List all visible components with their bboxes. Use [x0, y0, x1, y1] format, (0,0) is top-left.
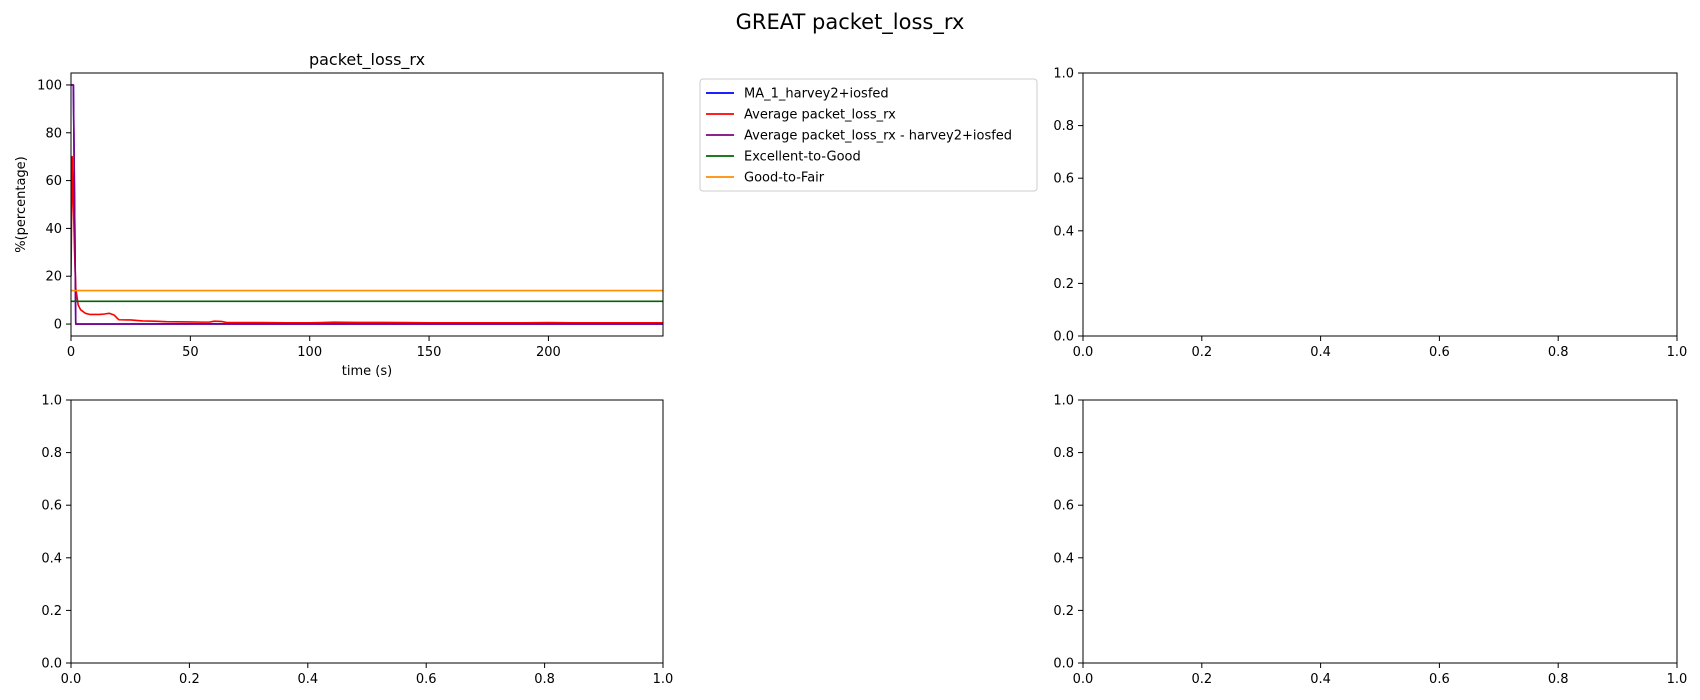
y-tick-label: 0.0 [41, 657, 62, 672]
x-tick-label: 0.8 [534, 672, 555, 687]
subplot-1: 0 50 100 150 200 0 20 40 60 80 100 packet_loss_rxti… [14, 50, 1038, 379]
x-tick-label: 1.0 [1667, 672, 1688, 687]
x-tick-label: 150 [417, 345, 442, 360]
x-tick-label: 0.8 [1548, 345, 1569, 360]
figure-suptitle: GREAT packet_loss_rx [736, 10, 965, 35]
legend: MA_1_harvey2+iosfed Average packet_loss_r… [699, 78, 1038, 192]
y-tick-label: 0 [54, 318, 62, 333]
x-tick-label: 0 [67, 345, 75, 360]
x-tick-label: 200 [536, 345, 561, 360]
x-tick-label: 0.6 [1429, 672, 1450, 687]
y-tick-label: 0.2 [41, 604, 62, 619]
axes-frame [70, 72, 664, 337]
x-axis-label: time (s) [342, 364, 392, 379]
y-tick-label: 0.2 [1053, 277, 1074, 292]
y-tick-label: 60 [45, 174, 62, 189]
x-tick-label: 0.0 [1073, 345, 1094, 360]
y-tick-label: 0.8 [1053, 119, 1074, 134]
legend-entry: MA_1_harvey2+iosfed [744, 87, 889, 102]
axes-frame [1082, 72, 1678, 337]
y-tick-label: 40 [45, 222, 62, 237]
legend-entry: Average packet_loss_rx [744, 108, 896, 123]
legend-frame [699, 78, 1038, 192]
axes-frame [1082, 399, 1678, 664]
y-tick-label: 0.8 [41, 446, 62, 461]
legend-entry: Excellent-to-Good [744, 150, 861, 165]
x-tick-label: 0.6 [1429, 345, 1450, 360]
subplot-2: 0.0 0.2 0.4 0.6 0.8 1.0 0.0 0.2 0.4 0.6 0.8 1.0 [1053, 67, 1687, 361]
y-axis-label: %(percentage) [14, 156, 29, 253]
x-tick-label: 50 [182, 345, 199, 360]
x-tick-label: 0.4 [1310, 345, 1331, 360]
x-tick-label: 0.2 [1191, 345, 1212, 360]
y-tick-label: 0.2 [1053, 604, 1074, 619]
x-tick-label: 0.2 [1191, 672, 1212, 687]
x-tick-label: 1.0 [653, 672, 674, 687]
x-tick-label: 1.0 [1667, 345, 1688, 360]
subplot-title: packet_loss_rx [309, 50, 425, 70]
y-tick-label: 0.6 [1053, 172, 1074, 187]
y-tick-label: 0.6 [41, 499, 62, 514]
y-tick-label: 0.4 [1053, 551, 1074, 566]
y-tick-label: 1.0 [1053, 67, 1074, 82]
x-tick-label: 0.2 [179, 672, 200, 687]
series-line-3 [71, 84, 663, 325]
y-tick-label: 0.8 [1053, 446, 1074, 461]
x-tick-label: 0.8 [1548, 672, 1569, 687]
y-tick-label: 20 [45, 270, 62, 285]
y-tick-label: 100 [37, 78, 62, 93]
y-tick-label: 0.4 [41, 551, 62, 566]
x-tick-label: 0.4 [1310, 672, 1331, 687]
x-tick-label: 100 [297, 345, 322, 360]
y-tick-label: 1.0 [41, 394, 62, 409]
y-tick-label: 0.0 [1053, 330, 1074, 345]
x-tick-label: 0.0 [61, 672, 82, 687]
x-tick-label: 0.4 [297, 672, 318, 687]
y-tick-label: 0.0 [1053, 657, 1074, 672]
legend-entry: Good-to-Fair [744, 171, 825, 186]
x-tick-label: 0.0 [1073, 672, 1094, 687]
y-tick-label: 80 [45, 126, 62, 141]
series-line-2 [71, 155, 663, 324]
legend-entry: Average packet_loss_rx - harvey2+iosfed [744, 129, 1012, 144]
x-tick-label: 0.6 [416, 672, 437, 687]
y-tick-label: 0.6 [1053, 499, 1074, 514]
subplot-4: 0.0 0.2 0.4 0.6 0.8 1.0 0.0 0.2 0.4 0.6 0.8 1.0 [1053, 394, 1687, 688]
series-group [71, 84, 663, 325]
axes-layer: 0 50 100 150 200 0 20 40 60 80 100 packet_loss_rxti… [14, 50, 1687, 687]
subplot-3: 0.0 0.2 0.4 0.6 0.8 1.0 0.0 0.2 0.4 0.6 0.8 1.0 [41, 394, 673, 688]
axes-frame [70, 399, 664, 664]
y-tick-label: 1.0 [1053, 394, 1074, 409]
y-tick-label: 0.4 [1053, 224, 1074, 239]
